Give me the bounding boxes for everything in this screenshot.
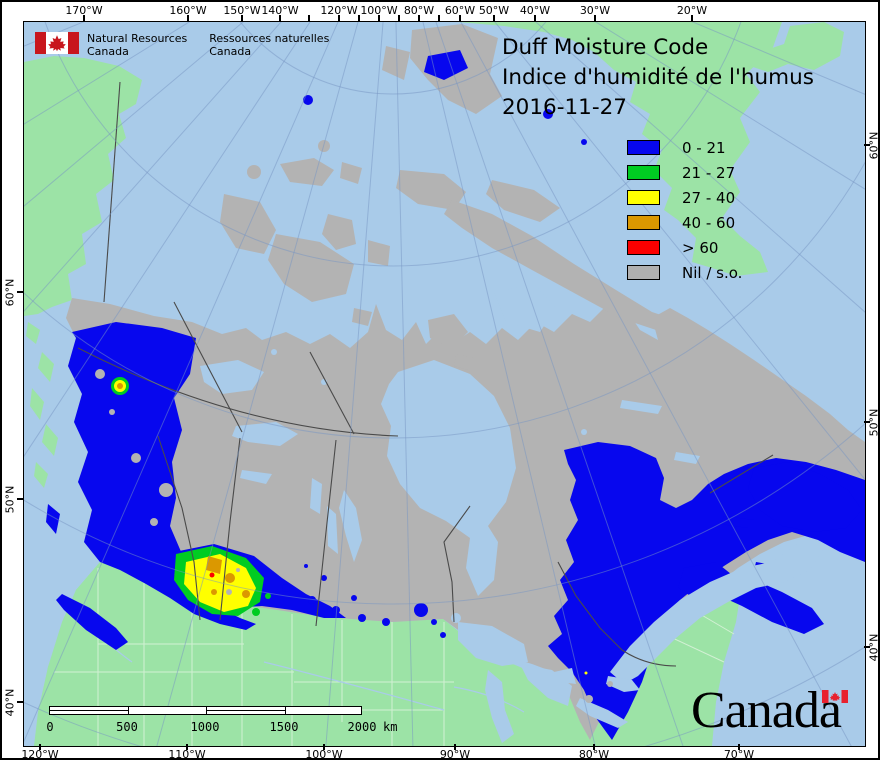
canada-wordmark: Canada [691, 685, 841, 737]
scale-tick: 1000 [191, 720, 220, 734]
title-en: Duff Moisture Code [502, 33, 814, 63]
legend-swatch-nil [627, 265, 660, 280]
legend-label: 0 - 21 [682, 138, 726, 158]
scale-tick: 2000 [348, 720, 377, 734]
map-canvas [23, 21, 866, 747]
canada-flag-icon [35, 32, 79, 54]
legend-swatch-yellow [627, 190, 660, 205]
lat-label: 50°N [4, 485, 17, 515]
legend-swatch-green [627, 165, 660, 180]
scale-unit: km [383, 720, 397, 734]
scale-tick: 0 [46, 720, 53, 734]
legend-label: Nil / s.o. [682, 263, 742, 283]
lat-label: 40°N [4, 688, 17, 718]
legend-swatch-orange [627, 215, 660, 230]
legend-label: 40 - 60 [682, 213, 735, 233]
scale-bar: 0 500 1000 1500 2000 km [49, 706, 409, 736]
title-date: 2016-11-27 [502, 93, 814, 123]
canada-dmc-map [24, 22, 865, 746]
legend-label: 21 - 27 [682, 163, 735, 183]
scale-bar-graphic [49, 706, 362, 715]
legend-swatch-blue [627, 140, 660, 155]
legend-label: > 60 [682, 238, 718, 258]
legend-label: 27 - 40 [682, 188, 735, 208]
scale-tick: 500 [116, 720, 138, 734]
lat-label: 60°N [4, 278, 17, 308]
dmc-red-spot [210, 573, 215, 578]
scale-tick: 1500 [270, 720, 299, 734]
title-fr: Indice d'humidité de l'humus [502, 63, 814, 93]
wordmark-flag-icon [822, 690, 848, 703]
legend-swatch-red [627, 240, 660, 255]
map-title: Duff Moisture Code Indice d'humidité de … [502, 33, 814, 123]
yukon-bullseye [111, 377, 129, 395]
